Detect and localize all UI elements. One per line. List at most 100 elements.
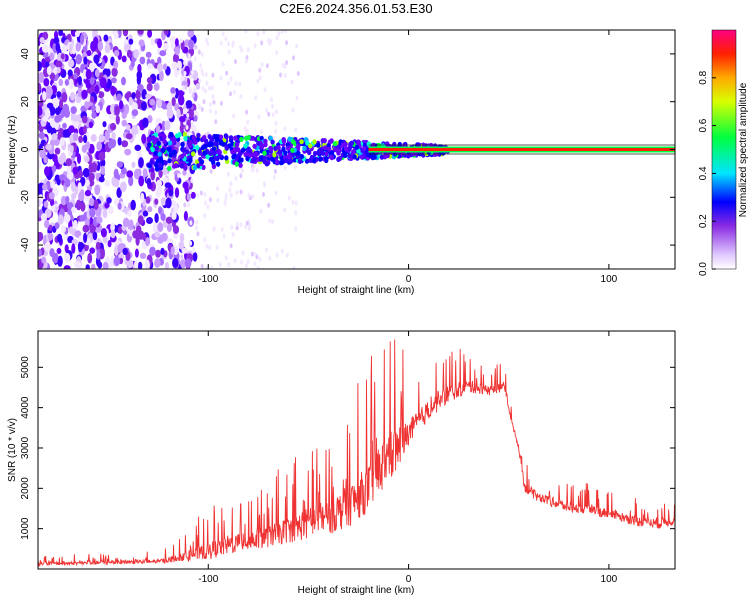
signal-cell <box>262 150 267 156</box>
bottom-x-tick-label: -100 <box>198 574 218 585</box>
noise-cell <box>116 93 123 101</box>
noise-cell <box>57 255 63 266</box>
faint-noise-cell <box>183 60 187 66</box>
noise-cell <box>59 99 64 109</box>
noise-cell <box>134 144 142 151</box>
colorbar-tick-label: 0.6 <box>698 118 709 132</box>
noise-cell <box>193 115 198 122</box>
noise-cell <box>42 90 47 101</box>
signal-cell <box>188 143 193 149</box>
signal-cell <box>340 142 345 148</box>
noise-cell <box>120 167 127 175</box>
top-y-tick-label: 0 <box>20 146 31 152</box>
noise-cell <box>131 92 136 100</box>
noise-cell <box>142 168 148 177</box>
signal-cell <box>327 146 332 152</box>
signal-cell <box>281 146 286 152</box>
signal-cell <box>192 165 198 171</box>
noise-cell <box>48 192 55 200</box>
noise-cell <box>147 63 154 70</box>
faint-noise-cell <box>195 219 199 225</box>
top-x-tick-label: -100 <box>198 274 218 285</box>
noise-cell <box>68 78 74 90</box>
noise-cell <box>47 232 54 241</box>
faint-noise-cell <box>272 174 276 180</box>
noise-cell <box>160 213 166 221</box>
faint-noise-cell <box>250 251 254 257</box>
signal-cell <box>195 145 200 151</box>
faint-noise-cell <box>206 41 210 47</box>
signal-cell <box>256 140 261 146</box>
noise-cell <box>172 53 180 64</box>
signal-cell <box>288 158 294 164</box>
faint-noise-cell <box>195 225 198 231</box>
signal-cell <box>177 132 182 138</box>
faint-noise-cell <box>257 114 261 120</box>
noise-cell <box>95 241 101 251</box>
noise-cell <box>178 240 185 250</box>
signal-cell <box>284 157 289 164</box>
noise-cell <box>170 246 175 255</box>
faint-noise-cell <box>251 166 255 172</box>
noise-cell <box>144 259 150 269</box>
noise-cell <box>90 134 97 142</box>
signal-cell <box>347 153 352 159</box>
signal-cell <box>231 154 236 160</box>
noise-cell <box>66 171 74 181</box>
faint-noise-cell <box>292 266 296 269</box>
faint-noise-cell <box>197 104 201 110</box>
signal-cell <box>211 146 217 152</box>
faint-noise-cell <box>206 204 210 210</box>
noise-cell <box>119 181 127 192</box>
noise-cell <box>152 222 160 234</box>
faint-noise-cell <box>234 59 237 64</box>
faint-noise-cell <box>239 94 243 99</box>
faint-noise-cell <box>208 197 212 203</box>
faint-noise-cell <box>187 53 191 59</box>
noise-cell <box>107 240 112 248</box>
signal-cell <box>150 147 155 153</box>
faint-noise-cell <box>209 102 212 107</box>
signal-cell <box>193 139 198 145</box>
noise-cell <box>68 226 74 234</box>
faint-noise-cell <box>227 41 231 47</box>
noise-cell <box>88 121 94 129</box>
faint-noise-cell <box>184 84 188 90</box>
noise-cell <box>80 33 85 45</box>
faint-noise-cell <box>232 113 236 119</box>
noise-cell <box>126 43 132 51</box>
faint-noise-cell <box>245 220 249 226</box>
noise-cell <box>162 63 168 71</box>
noise-cell <box>96 249 101 260</box>
noise-cell <box>110 222 116 232</box>
noise-cell <box>93 54 100 64</box>
signal-cell <box>268 146 273 152</box>
signal-cell <box>343 152 348 158</box>
faint-noise-cell <box>238 81 242 87</box>
faint-noise-cell <box>200 68 204 74</box>
signal-cell <box>224 145 229 151</box>
signal-cell <box>183 165 188 171</box>
faint-noise-cell <box>265 108 269 113</box>
noise-cell <box>182 169 187 176</box>
noise-cell <box>103 34 109 42</box>
noise-cell <box>53 36 60 45</box>
faint-noise-cell <box>203 200 207 206</box>
signal-cell <box>351 149 356 155</box>
colorbar-gradient <box>711 29 737 270</box>
noise-cell <box>126 49 133 58</box>
faint-noise-cell <box>258 256 262 262</box>
faint-noise-cell <box>232 89 236 95</box>
signal-cell <box>173 163 179 169</box>
faint-noise-cell <box>212 99 216 105</box>
noise-cell <box>102 209 108 219</box>
noise-cell <box>46 102 54 109</box>
noise-cell <box>75 199 82 211</box>
noise-cell <box>117 137 122 146</box>
noise-cell <box>157 38 162 49</box>
noise-cell <box>102 261 109 269</box>
noise-cell <box>168 189 174 197</box>
noise-cell <box>72 219 78 229</box>
faint-noise-cell <box>273 168 277 174</box>
faint-noise-cell <box>275 50 279 56</box>
